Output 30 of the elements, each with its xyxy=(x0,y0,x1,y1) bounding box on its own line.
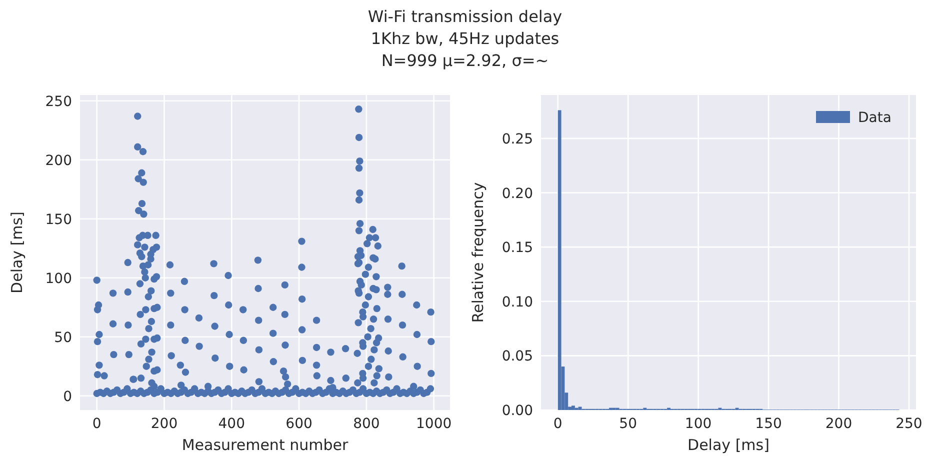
x-tick-label: 0 xyxy=(92,416,102,432)
legend-label: Data xyxy=(858,110,892,126)
y-tick-label: 100 xyxy=(45,270,72,287)
x-axis-title: Delay [ms] xyxy=(688,436,770,454)
x-tick-label: 200 xyxy=(150,416,178,432)
x-tick-label: 250 xyxy=(896,416,922,432)
x-tick-label: 150 xyxy=(755,416,782,432)
y-tick-label: 0.15 xyxy=(502,240,533,256)
y-tick-label: 50 xyxy=(54,330,72,346)
chart-title: Wi-Fi transmission delay 1Khz bw, 45Hz updates N=999 μ=2.92, σ=~ xyxy=(368,7,562,70)
y-tick-label: 0.10 xyxy=(502,294,533,310)
y-axis-title: Delay [ms] xyxy=(8,212,26,294)
x-tick-label: 100 xyxy=(684,416,712,432)
y-tick-label: 0.25 xyxy=(502,131,533,148)
x-tick-label: 200 xyxy=(825,416,852,432)
y-tick-label: 0 xyxy=(63,388,72,405)
y-tick-label: 0.05 xyxy=(502,348,533,365)
x-tick-label: 800 xyxy=(353,416,380,432)
x-tick-label: 50 xyxy=(619,416,637,432)
y-tick-label: 0.00 xyxy=(502,403,533,419)
x-tick-label: 0 xyxy=(553,416,562,432)
y-tick-label: 150 xyxy=(45,212,72,228)
y-tick-label: 250 xyxy=(45,94,72,110)
x-axis-title: Measurement number xyxy=(182,436,349,454)
x-tick-label: 400 xyxy=(218,416,246,432)
x-tick-label: 600 xyxy=(286,416,312,432)
y-tick-label: 200 xyxy=(45,152,72,169)
y-axis-title: Relative frequency xyxy=(469,182,487,323)
y-tick-label: 0.20 xyxy=(502,186,533,202)
x-tick-label: 1000 xyxy=(416,416,452,432)
